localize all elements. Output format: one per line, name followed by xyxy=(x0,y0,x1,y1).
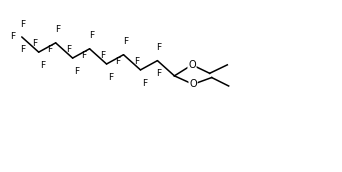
Text: O: O xyxy=(188,60,196,70)
Text: F: F xyxy=(134,57,139,66)
Text: O: O xyxy=(189,79,197,89)
Text: F: F xyxy=(55,25,60,34)
Text: F: F xyxy=(20,45,25,54)
Text: F: F xyxy=(40,61,45,70)
Text: F: F xyxy=(20,20,25,29)
Text: F: F xyxy=(142,79,147,88)
Text: F: F xyxy=(157,43,162,52)
Text: F: F xyxy=(32,40,38,49)
Text: F: F xyxy=(48,45,53,54)
Text: F: F xyxy=(89,31,94,40)
Text: F: F xyxy=(100,51,105,60)
Text: F: F xyxy=(81,51,87,60)
Text: F: F xyxy=(74,67,79,76)
Text: F: F xyxy=(66,45,71,54)
Text: F: F xyxy=(108,73,113,82)
Text: F: F xyxy=(11,33,16,41)
Text: F: F xyxy=(123,37,128,46)
Text: F: F xyxy=(115,57,120,66)
Text: F: F xyxy=(157,69,162,78)
